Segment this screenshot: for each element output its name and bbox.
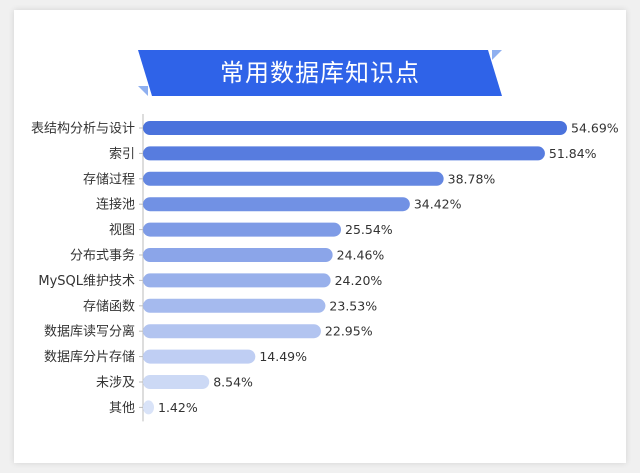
category-label: 视图	[109, 223, 135, 238]
banner-right-fold	[492, 50, 502, 60]
bar	[143, 171, 444, 186]
value-label: 8.54%	[213, 375, 253, 390]
category-label: 存储函数	[83, 299, 135, 314]
category-label: 其他	[109, 401, 135, 416]
category-label: 未涉及	[96, 376, 135, 391]
value-label: 54.69%	[571, 121, 619, 136]
category-label: 分布式事务	[70, 248, 135, 264]
banner-left-fold	[138, 86, 148, 96]
bar	[143, 197, 410, 212]
category-label: MySQL维护技术	[38, 274, 135, 289]
category-label: 数据库读写分离	[44, 324, 135, 340]
category-label: 数据库分片存储	[44, 349, 135, 365]
bar	[143, 298, 326, 313]
title-banner: 常用数据库知识点	[138, 50, 502, 96]
category-label: 存储过程	[83, 172, 135, 187]
category-label: 表结构分析与设计	[31, 122, 135, 137]
value-label: 22.95%	[325, 324, 373, 339]
category-label: 连接池	[96, 197, 135, 213]
bar	[143, 121, 567, 135]
bar	[143, 349, 256, 364]
value-label: 34.42%	[414, 197, 462, 212]
bar	[143, 324, 321, 339]
bar	[143, 400, 155, 415]
chart-title: 常用数据库知识点	[220, 59, 420, 87]
value-label: 24.20%	[335, 273, 383, 288]
value-label: 38.78%	[448, 171, 496, 186]
bar	[143, 146, 545, 161]
value-label: 1.42%	[158, 400, 198, 415]
title-banner-shape	[138, 50, 502, 96]
bar	[143, 375, 210, 389]
value-label: 14.49%	[259, 349, 307, 364]
bar	[143, 273, 331, 288]
bar	[143, 222, 342, 237]
value-label: 24.46%	[337, 248, 385, 263]
category-label: 索引	[109, 147, 135, 162]
banner-body	[138, 50, 502, 96]
value-label: 23.53%	[329, 298, 377, 313]
bar	[143, 248, 333, 262]
value-label: 51.84%	[549, 146, 597, 161]
value-label: 25.54%	[345, 222, 393, 237]
